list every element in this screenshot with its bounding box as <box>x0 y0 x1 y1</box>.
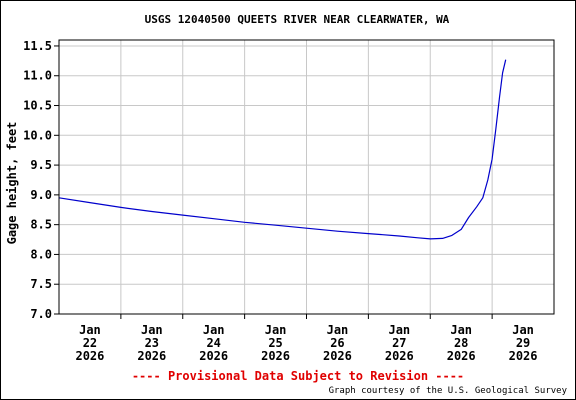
y-tick-label: 8.5 <box>30 218 52 232</box>
series-layer <box>58 59 507 240</box>
y-tick-label: 7.0 <box>30 307 52 321</box>
provisional-notice: ---- Provisional Data Subject to Revisio… <box>132 369 464 383</box>
x-tick-label: Jan <box>141 323 163 337</box>
x-tick-label: 26 <box>330 336 344 350</box>
y-tick-label: 9.5 <box>30 158 52 172</box>
x-tick-label: 23 <box>145 336 159 350</box>
x-tick-label: 29 <box>516 336 530 350</box>
x-tick-label: Jan <box>450 323 472 337</box>
x-tick-label: Jan <box>203 323 225 337</box>
x-tick-label: 25 <box>268 336 282 350</box>
x-tick-label: Jan <box>79 323 101 337</box>
x-tick-label: 24 <box>206 336 220 350</box>
x-tick-label: 2026 <box>261 349 290 363</box>
x-tick-label: 2026 <box>137 349 166 363</box>
graph-credit: Graph courtesy of the U.S. Geological Su… <box>329 386 568 396</box>
y-tick-labels: 11.5 11.0 10.5 10.0 9.5 9.0 8.5 8.0 7.5 7.0 <box>23 39 59 321</box>
y-tick-label: 10.0 <box>23 128 52 142</box>
x-tick-label: 2026 <box>199 349 228 363</box>
x-tick-labels: Jan222026Jan232026Jan242026Jan252026Jan2… <box>75 314 538 363</box>
gage-height-line <box>58 59 507 240</box>
x-tick-label: 22 <box>83 336 97 350</box>
x-tick-label: 2026 <box>75 349 104 363</box>
y-tick-label: 8.0 <box>30 247 52 261</box>
y-tick-label: 9.0 <box>30 188 52 202</box>
x-tick-label: Jan <box>327 323 349 337</box>
x-tick-label: 2026 <box>509 349 538 363</box>
x-tick-label: 27 <box>392 336 406 350</box>
x-tick-label: Jan <box>265 323 287 337</box>
y-tick-label: 11.5 <box>23 39 52 53</box>
x-tick-label: Jan <box>388 323 410 337</box>
x-tick-label: 2026 <box>323 349 352 363</box>
grid-lines <box>59 40 554 315</box>
y-axis-label: Gage height, feet <box>5 122 19 245</box>
x-tick-label: 28 <box>454 336 468 350</box>
y-tick-label: 7.5 <box>30 277 52 291</box>
y-tick-label: 11.0 <box>23 69 52 83</box>
y-tick-label: 10.5 <box>23 99 52 113</box>
chart-title: USGS 12040500 QUEETS RIVER NEAR CLEARWAT… <box>145 13 450 26</box>
x-tick-label: 2026 <box>447 349 476 363</box>
x-tick-label: Jan <box>512 323 534 337</box>
x-tick-label: 2026 <box>385 349 414 363</box>
